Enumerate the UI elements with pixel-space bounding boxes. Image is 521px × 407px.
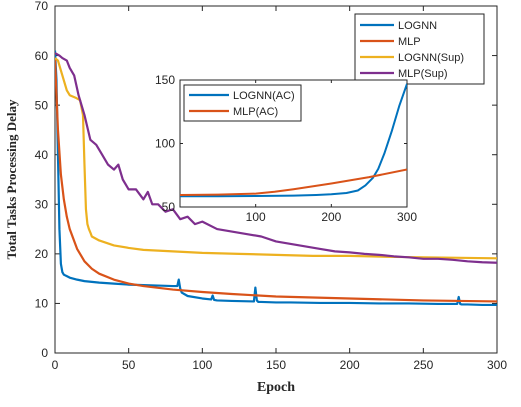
main-x-tick-label: 0 [52, 358, 59, 372]
main-y-tick-label: 40 [35, 148, 49, 162]
main-x-tick-label: 300 [487, 358, 507, 372]
inset-series-line-lognn-ac [180, 83, 407, 198]
inset-y-tick-label: 150 [155, 73, 175, 87]
main-y-tick-label: 0 [41, 346, 48, 360]
inset-y-tick-label: 50 [162, 200, 176, 214]
x-axis-title: Epoch [257, 380, 295, 395]
main-x-tick-label: 250 [413, 358, 433, 372]
main-legend-label-mlp: MLP [398, 36, 421, 48]
main-series-line-mlp-sup [55, 52, 497, 264]
main-legend-label-lognn: LOGNN [398, 20, 437, 32]
inset-legend-label-mlp-ac: MLP(AC) [233, 106, 278, 118]
main-x-tick-label: 50 [122, 358, 136, 372]
main-y-tick-label: 10 [35, 297, 49, 311]
main-series-line-mlp [55, 58, 497, 303]
inset-y-tick-label: 100 [155, 136, 175, 150]
main-legend-label-mlp-sup: MLP(Sup) [398, 68, 448, 80]
main-legend: LOGNN MLP LOGNN(Sup) MLP(Sup) [354, 13, 485, 85]
main-x-tick-label: 100 [192, 358, 212, 372]
main-legend-label-lognn-sup: LOGNN(Sup) [398, 52, 464, 64]
main-y-tick-label: 30 [35, 197, 49, 211]
inset-x-tick-label: 300 [397, 210, 417, 224]
inset-x-tick-label: 200 [321, 210, 341, 224]
inset-legend: LOGNN(AC) MLP(AC) [183, 84, 302, 122]
inset-legend-box [183, 84, 302, 122]
inset-series-line-mlp-ac [180, 168, 407, 196]
main-x-tick-label: 150 [266, 358, 286, 372]
y-axis-title: Total Tasks Processing Delay [4, 99, 19, 260]
inset-x-tick-label: 100 [246, 210, 266, 224]
main-y-tick-label: 60 [35, 49, 49, 63]
main-y-tick-label: 70 [35, 0, 49, 13]
main-series-line-lognn-sup [55, 57, 497, 260]
main-y-tick-label: 20 [35, 247, 49, 261]
main-x-tick-label: 200 [340, 358, 360, 372]
main-y-tick-label: 50 [35, 98, 49, 112]
main-series-line-lognn [55, 50, 497, 307]
inset-legend-label-lognn-ac: LOGNN(AC) [233, 90, 295, 102]
